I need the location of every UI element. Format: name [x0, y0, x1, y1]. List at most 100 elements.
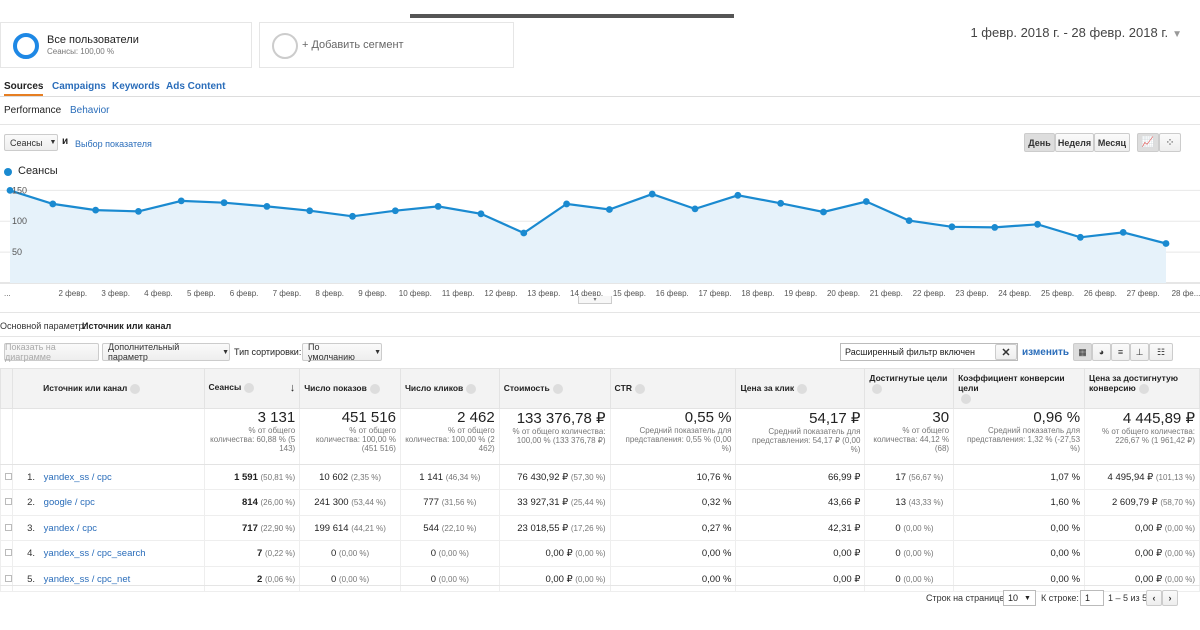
tab-ads-content[interactable]: Ads Content: [166, 81, 226, 92]
row-checkbox[interactable]: [0, 464, 14, 491]
motion-chart-button[interactable]: ⁘: [1159, 133, 1181, 152]
data-point[interactable]: [520, 229, 528, 237]
header-source-medium[interactable]: Источник или канал: [12, 368, 205, 409]
header-impressions[interactable]: Число показов: [299, 368, 401, 409]
tab-campaigns[interactable]: Campaigns: [52, 81, 106, 92]
help-icon[interactable]: [635, 383, 645, 394]
row-checkbox[interactable]: [0, 489, 14, 516]
tab-keywords[interactable]: Keywords: [112, 81, 160, 92]
view-pivot-button[interactable]: ☷: [1149, 343, 1173, 361]
source-link[interactable]: yandex / cpc: [43, 522, 97, 534]
data-point[interactable]: [391, 207, 399, 215]
row-checkbox[interactable]: [0, 566, 14, 593]
view-comparison-button[interactable]: ⊥: [1130, 343, 1149, 361]
source-link[interactable]: yandex_ss / cpc_search: [43, 548, 146, 559]
header-goal-completions[interactable]: Достигнутые цели: [864, 368, 955, 409]
period-day-button[interactable]: День: [1024, 133, 1055, 152]
source-link[interactable]: yandex_ss / cpc_net: [43, 573, 131, 585]
clear-filter-button[interactable]: ✕: [995, 344, 1017, 360]
segment-all-users[interactable]: Все пользователи Сеансы: 100,00 %: [0, 22, 252, 68]
data-point[interactable]: [905, 217, 913, 225]
table-row[interactable]: 4. yandex_ss / cpc_search 7 (0,22 %) 0 (0,…: [0, 540, 1200, 567]
edit-filter-link[interactable]: изменить: [1022, 347, 1070, 358]
prev-page-button[interactable]: ‹: [1146, 590, 1162, 606]
row-checkbox[interactable]: [0, 515, 14, 542]
help-icon[interactable]: [961, 393, 972, 404]
header-sessions[interactable]: Сеансы ↓: [203, 368, 301, 409]
help-icon[interactable]: [130, 383, 141, 394]
row-checkbox[interactable]: [0, 540, 14, 567]
sort-type-select[interactable]: По умолчанию ▼: [302, 342, 382, 362]
pivot-icon: ☷: [1156, 346, 1166, 357]
data-point[interactable]: [1076, 233, 1084, 241]
help-icon[interactable]: [797, 383, 808, 394]
view-performance-button[interactable]: ≡: [1111, 343, 1130, 361]
subtab-performance[interactable]: Performance: [4, 105, 62, 116]
help-icon[interactable]: [466, 383, 477, 394]
data-point[interactable]: [434, 203, 442, 210]
source-cell: 2. google / cpc: [12, 489, 205, 516]
help-icon[interactable]: [369, 383, 380, 394]
source-link[interactable]: yandex_ss / cpc: [43, 471, 112, 483]
table-row[interactable]: 2. google / cpc 814 (26,00 %) 241 300 (53,…: [0, 489, 1200, 516]
data-point[interactable]: [1119, 228, 1127, 236]
table-row[interactable]: 5. yandex_ss / cpc_net 2 (0,06 %) 0 (0,00 …: [0, 566, 1200, 593]
primary-dimension-value[interactable]: Источник или канал: [82, 321, 172, 331]
data-point[interactable]: [606, 206, 613, 213]
advanced-filter-field[interactable]: Расширенный фильтр включен: [840, 343, 1018, 361]
data-point[interactable]: [777, 199, 785, 207]
header-cost[interactable]: Стоимость: [498, 368, 611, 409]
help-icon[interactable]: [872, 383, 883, 394]
data-point[interactable]: [648, 190, 656, 198]
data-point[interactable]: [49, 200, 57, 208]
view-pie-button[interactable]: ◕: [1092, 343, 1111, 361]
line-chart-button[interactable]: 📈: [1137, 133, 1159, 152]
data-point[interactable]: [734, 191, 742, 199]
data-point[interactable]: [177, 197, 185, 205]
data-point[interactable]: [820, 208, 827, 216]
help-icon[interactable]: [244, 383, 255, 394]
goto-row-input[interactable]: 1: [1080, 590, 1104, 606]
header-goal-conversion-rate[interactable]: Коэффициент конверсии цели: [953, 368, 1086, 409]
data-point[interactable]: [1034, 220, 1041, 228]
subtab-behavior[interactable]: Behavior: [70, 105, 110, 116]
data-point[interactable]: [92, 206, 100, 214]
header-clicks[interactable]: Число кликов: [399, 368, 500, 409]
data-point[interactable]: [477, 210, 485, 218]
secondary-dimension-select[interactable]: Дополнительный параметр ▼: [102, 342, 230, 362]
data-point[interactable]: [563, 200, 570, 208]
help-icon[interactable]: [1138, 383, 1149, 394]
period-week-button[interactable]: Неделя: [1055, 133, 1094, 152]
tab-sources[interactable]: Sources: [4, 81, 44, 96]
metric-select[interactable]: Сеансы ▼: [4, 134, 58, 151]
help-icon[interactable]: [552, 383, 563, 394]
date-range-picker[interactable]: 1 февр. 2018 г. - 28 февр. 2018 г. ▼: [970, 25, 1182, 40]
data-point[interactable]: [862, 198, 870, 205]
data-point[interactable]: [6, 186, 14, 194]
next-page-button[interactable]: ›: [1162, 590, 1178, 606]
choose-metric-link[interactable]: Выбор показателя: [75, 139, 152, 149]
table-row[interactable]: 3. yandex / cpc 717 (22,90 %) 199 614 (44,…: [0, 515, 1200, 542]
data-point[interactable]: [991, 224, 999, 231]
header-ctr[interactable]: CTR: [609, 368, 737, 409]
data-point[interactable]: [948, 223, 956, 231]
x-tick-label: 20 февр.: [827, 289, 860, 298]
data-point[interactable]: [1162, 240, 1170, 247]
data-point[interactable]: [135, 207, 142, 215]
source-link[interactable]: google / cpc: [43, 497, 95, 508]
add-segment-button[interactable]: + Добавить сегмент: [259, 22, 514, 68]
data-point[interactable]: [263, 203, 271, 210]
header-cost-per-conversion[interactable]: Цена за достигнутую конверсию: [1084, 368, 1200, 409]
chart-collapse-handle[interactable]: ▾: [578, 296, 612, 304]
data-point[interactable]: [691, 205, 699, 213]
select-all-header[interactable]: [0, 368, 14, 409]
period-month-button[interactable]: Месяц: [1094, 133, 1130, 152]
plot-rows-button[interactable]: Показать на диаграмме: [4, 342, 99, 362]
data-point[interactable]: [349, 212, 356, 220]
data-point[interactable]: [306, 207, 314, 215]
table-row[interactable]: 1. yandex_ss / cpc 1 591 (50,81 %) 10 602 …: [0, 464, 1200, 491]
rows-per-page-select[interactable]: 10 ▼: [1003, 590, 1036, 606]
header-cpc[interactable]: Цена за клик: [735, 368, 866, 409]
data-point[interactable]: [220, 199, 228, 207]
view-table-button[interactable]: ▦: [1073, 343, 1092, 361]
